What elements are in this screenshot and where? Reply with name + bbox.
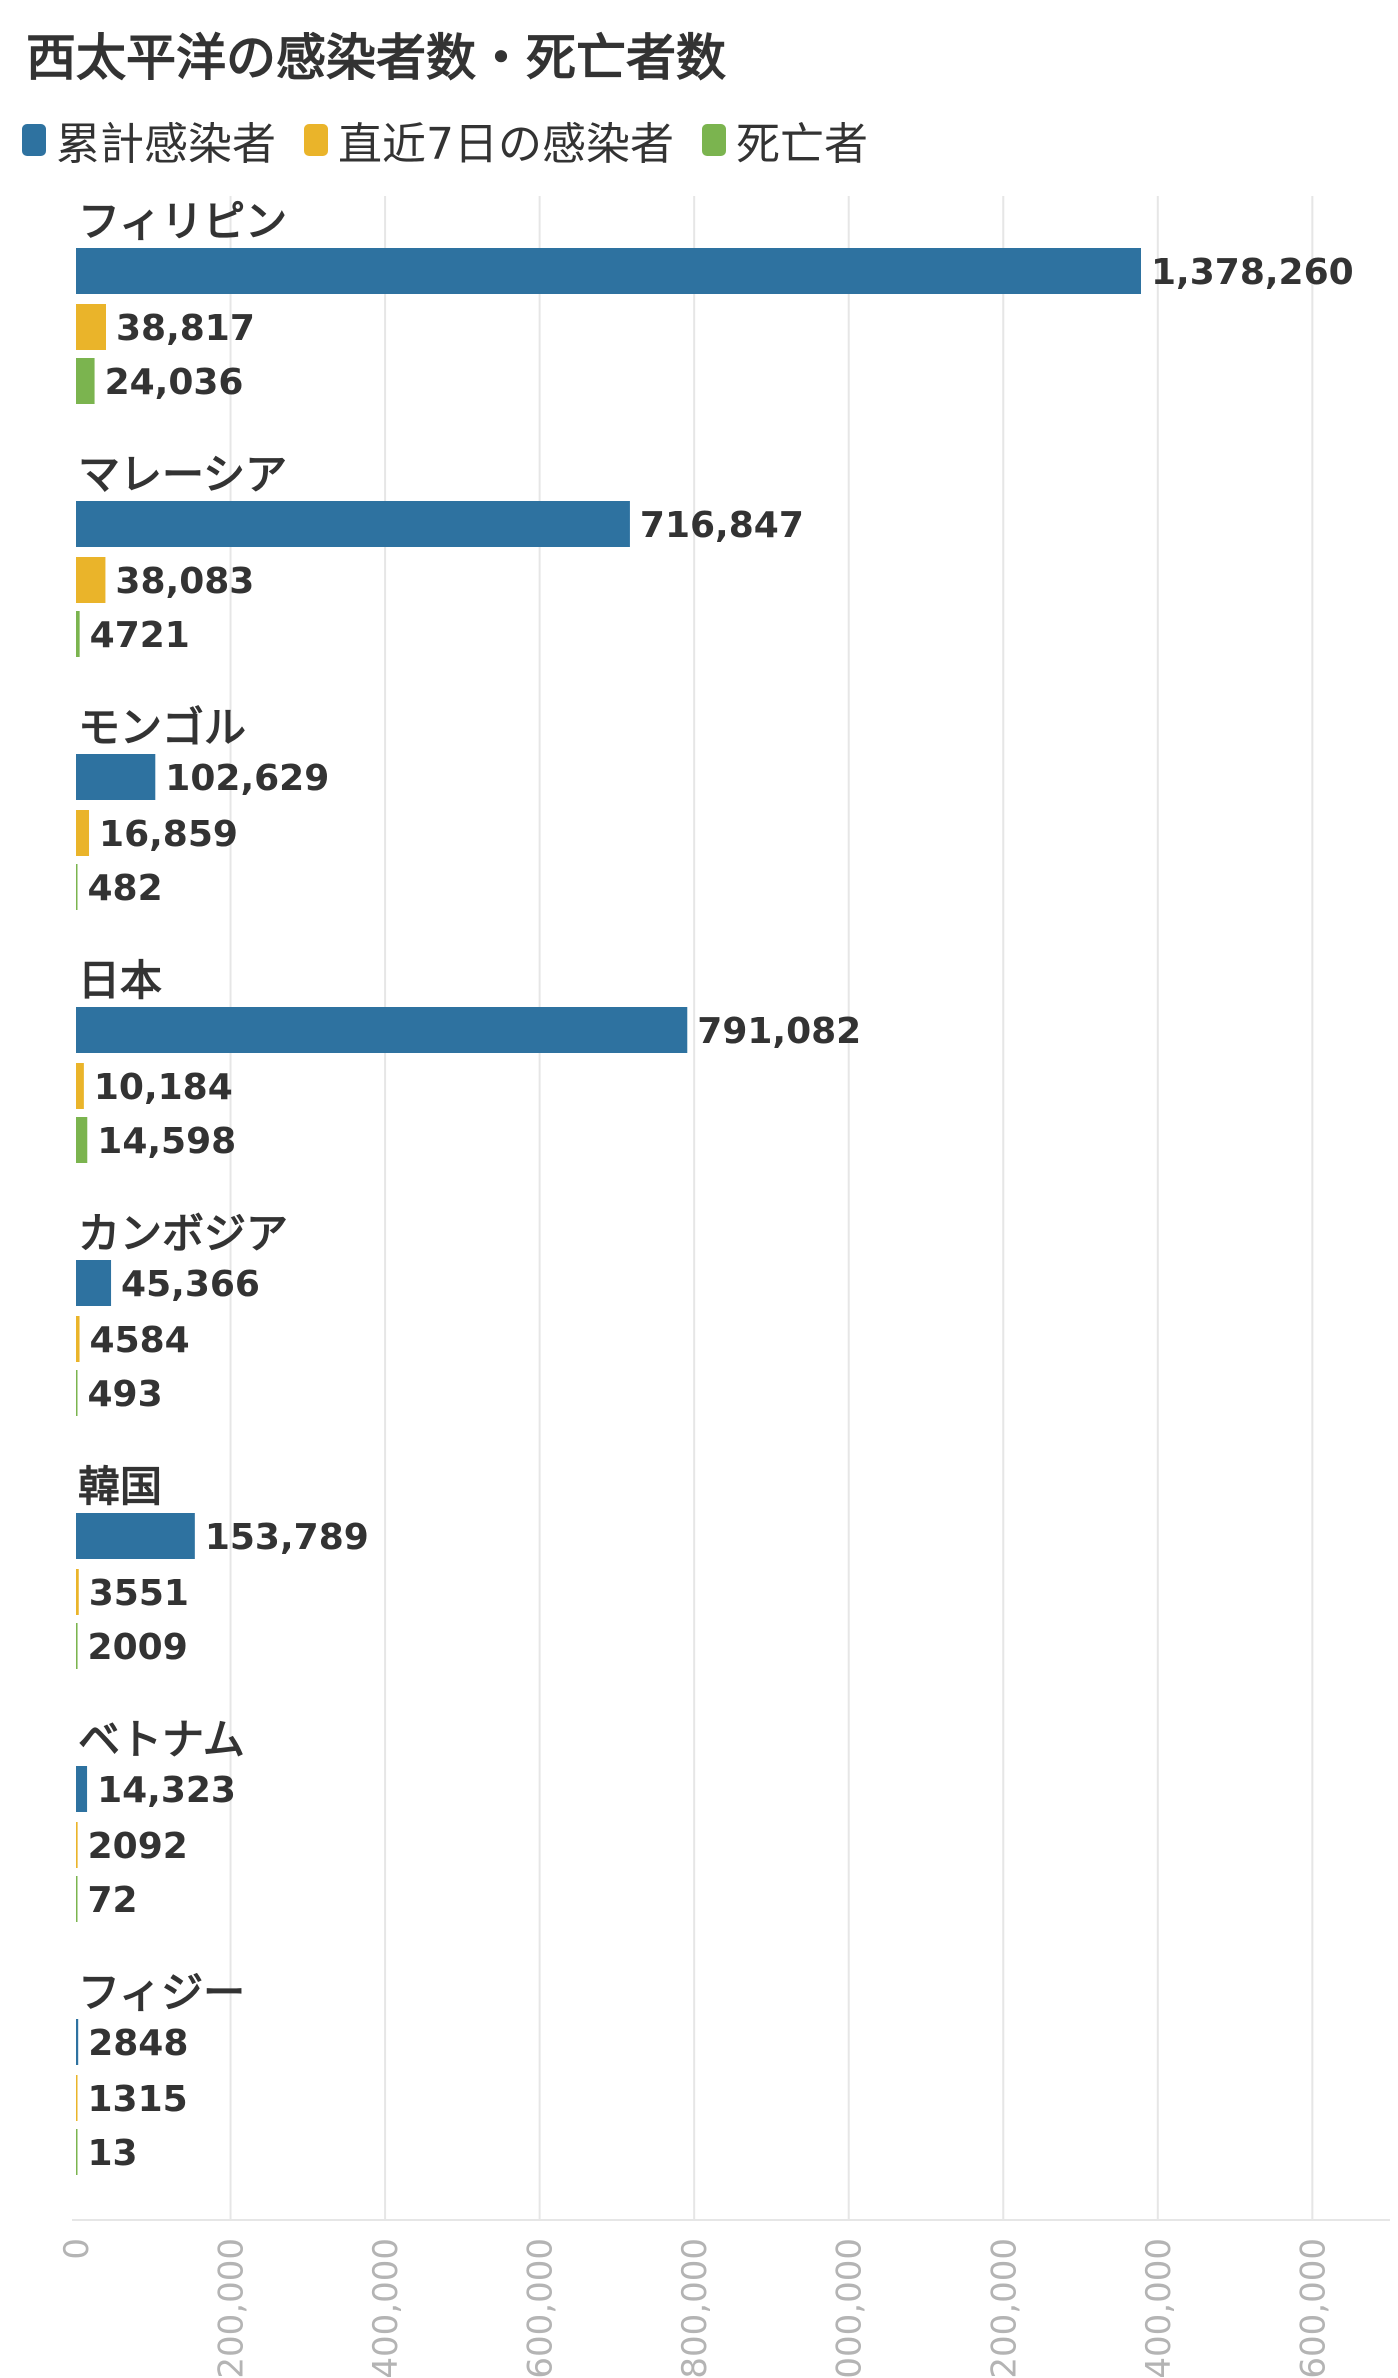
legend-label-recent-7-days: 直近7日の感染者 (338, 119, 674, 170)
bar (76, 810, 90, 856)
bar (76, 304, 106, 350)
bar (76, 1007, 688, 1053)
chart-title: 西太平洋の感染者数・死亡者数 (26, 29, 726, 87)
data-label: 14,598 (97, 1121, 236, 1162)
category-label: 日本 (78, 956, 162, 1005)
bar (76, 1766, 88, 1812)
bar (76, 557, 106, 603)
bar (76, 1822, 78, 1868)
x-tick-label: 0 (57, 2238, 97, 2260)
x-tick-label: 400,000 (366, 2238, 406, 2378)
bar (76, 1063, 84, 1109)
bar (76, 1569, 79, 1615)
data-label: 4584 (90, 1320, 190, 1361)
data-label: 4721 (90, 615, 190, 656)
category-label: カンボジア (78, 1209, 288, 1258)
category-label: フィリピン (78, 197, 287, 246)
legend-swatch-deaths (702, 124, 726, 156)
category-label: フィジー (78, 1968, 245, 2017)
x-tick-label: 800,000 (675, 2238, 715, 2378)
legend-item-cumulative: 累計感染者 (22, 108, 276, 172)
bar (76, 1513, 195, 1559)
bar (76, 1370, 78, 1416)
data-label: 3551 (89, 1573, 189, 1614)
bar (76, 1117, 88, 1163)
bar (76, 864, 78, 910)
data-label: 14,323 (97, 1770, 236, 1811)
legend-label-deaths: 死亡者 (736, 119, 868, 170)
legend-swatch-cumulative (22, 124, 46, 156)
data-label: 153,789 (205, 1517, 369, 1558)
data-label: 716,847 (640, 505, 804, 546)
bar (76, 1876, 78, 1922)
bar (76, 754, 156, 800)
data-label: 2092 (88, 1826, 188, 1867)
data-label: 13 (88, 2133, 138, 2174)
data-label: 24,036 (105, 362, 244, 403)
data-label: 38,083 (115, 561, 254, 602)
bar (76, 248, 1141, 294)
legend-item-deaths: 死亡者 (702, 108, 868, 172)
bar (76, 1260, 112, 1306)
category-label: 韓国 (78, 1462, 162, 1511)
data-label: 2848 (88, 2023, 188, 2064)
data-label: 2009 (88, 1627, 188, 1668)
data-label: 16,859 (99, 814, 238, 855)
category-label: ベトナム (78, 1715, 245, 1764)
data-label: 791,082 (697, 1011, 861, 1052)
bar (76, 1623, 78, 1669)
data-label: 45,366 (121, 1264, 260, 1305)
x-tick-label: 600,000 (521, 2238, 561, 2378)
category-label: モンゴル (78, 703, 246, 752)
data-label: 38,817 (116, 308, 255, 349)
x-tick-label: 1,000,000 (830, 2238, 870, 2378)
x-tick-label: 200,000 (212, 2238, 252, 2378)
data-label: 482 (88, 868, 163, 909)
x-tick-label: 1,600,000 (1293, 2238, 1333, 2378)
chart-legend: 累計感染者 直近7日の感染者 死亡者 (22, 110, 896, 170)
data-label: 72 (88, 1880, 138, 1921)
legend-swatch-recent-7-days (304, 124, 328, 156)
bar (76, 1316, 80, 1362)
bar (76, 2075, 78, 2121)
legend-label-cumulative: 累計感染者 (56, 119, 276, 170)
x-tick-label: 1,400,000 (1139, 2238, 1179, 2378)
data-label: 102,629 (165, 758, 329, 799)
x-tick-label: 1,200,000 (984, 2238, 1024, 2378)
bar (76, 2019, 79, 2065)
category-label: マレーシア (78, 450, 287, 499)
bar (76, 501, 630, 547)
bar (76, 611, 80, 657)
bar (76, 2129, 78, 2175)
data-label: 1,378,260 (1151, 252, 1354, 293)
legend-item-recent-7-days: 直近7日の感染者 (304, 108, 674, 172)
data-label: 1315 (88, 2079, 188, 2120)
data-label: 10,184 (94, 1067, 233, 1108)
bar (76, 358, 95, 404)
data-label: 493 (88, 1374, 163, 1415)
